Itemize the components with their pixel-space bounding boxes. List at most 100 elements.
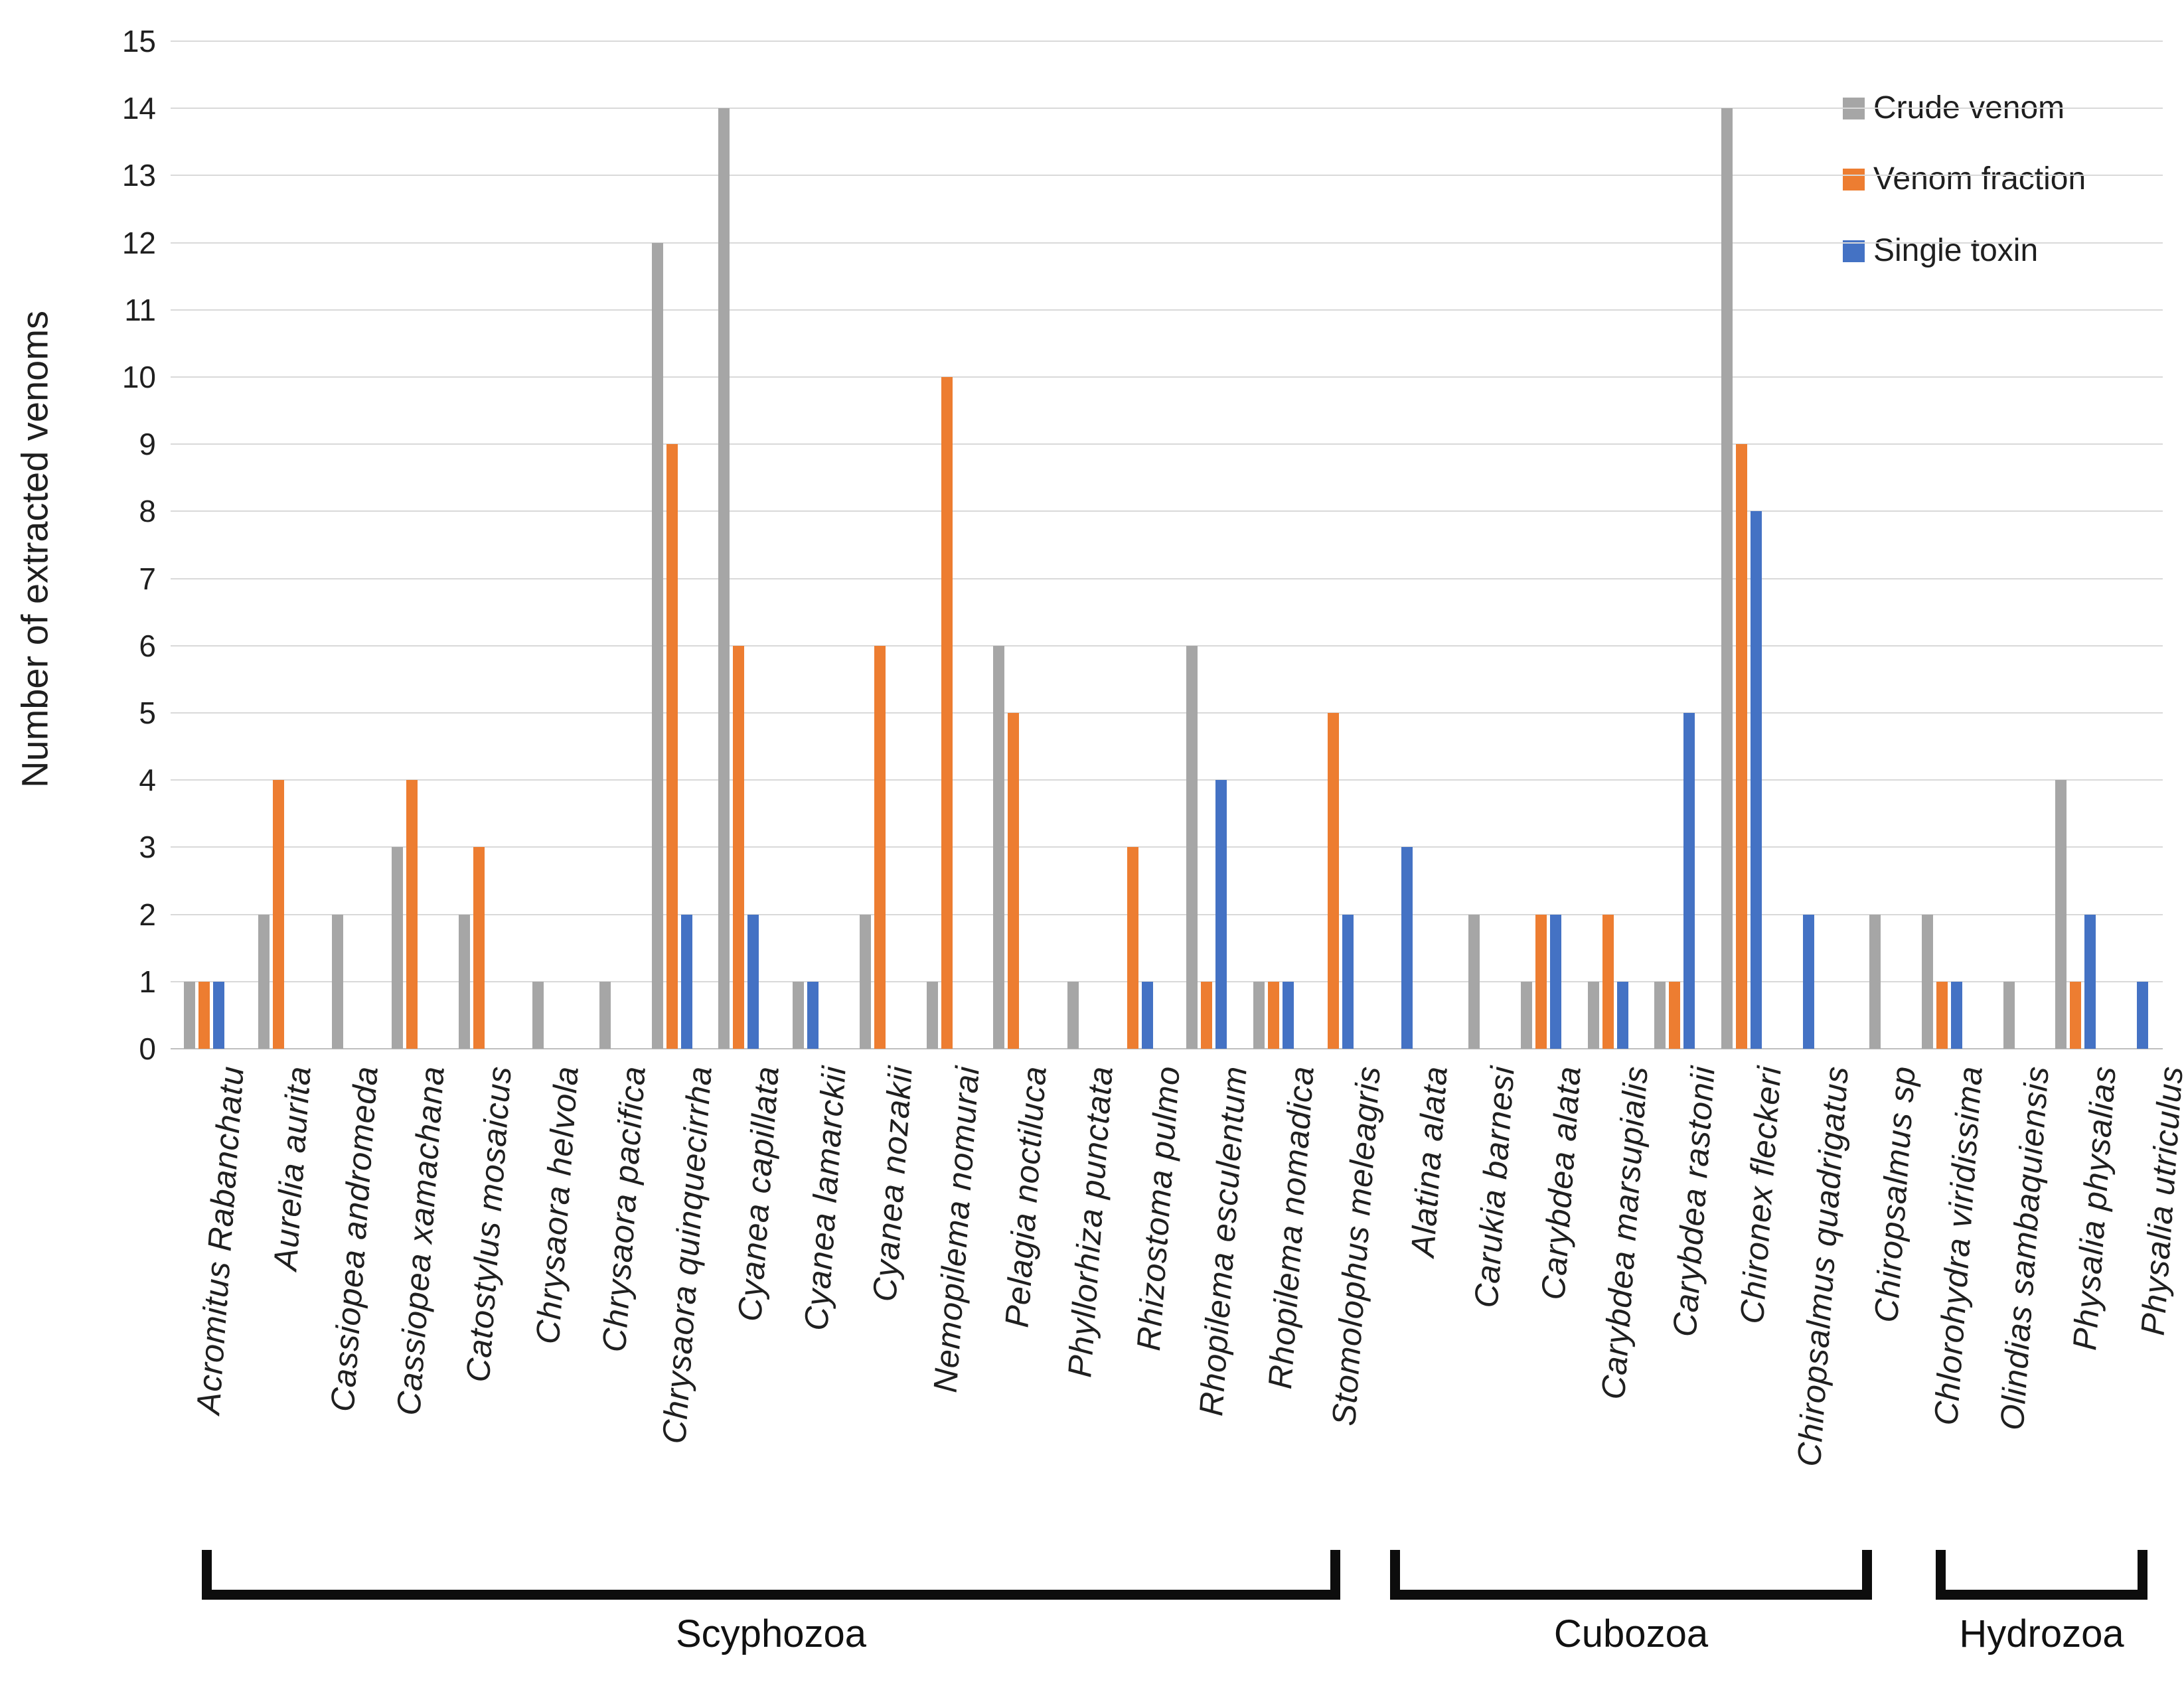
bar-crude-venom[interactable] xyxy=(859,914,871,1049)
bar-crude-venom[interactable] xyxy=(2055,780,2067,1049)
gridline-y-1 xyxy=(171,980,2163,982)
gridline-y-9 xyxy=(171,443,2163,445)
bar-single-toxin[interactable] xyxy=(1683,713,1695,1049)
bar-crude-venom[interactable] xyxy=(926,981,938,1049)
bar-venom-fraction[interactable] xyxy=(941,377,953,1049)
bar-crude-venom[interactable] xyxy=(1869,914,1881,1049)
y-tick-label-10: 10 xyxy=(121,360,156,394)
x-label-species: Phyllorhiza punctata xyxy=(1061,1064,1121,1379)
x-label-species: Olindias sambaquiensis xyxy=(1993,1064,2057,1432)
x-label-species: Carybdea alata xyxy=(1534,1064,1589,1302)
bar-single-toxin[interactable] xyxy=(2137,981,2149,1049)
bar-venom-fraction[interactable] xyxy=(1327,713,1339,1049)
gridline-y-5 xyxy=(171,712,2163,714)
bar-single-toxin[interactable] xyxy=(807,981,819,1049)
y-tick-label-0: 0 xyxy=(139,1032,156,1066)
bar-crude-venom[interactable] xyxy=(793,981,805,1049)
bar-venom-fraction[interactable] xyxy=(1669,981,1681,1049)
bar-crude-venom[interactable] xyxy=(718,108,730,1049)
bar-single-toxin[interactable] xyxy=(1750,511,1762,1049)
bar-venom-fraction[interactable] xyxy=(1127,847,1138,1049)
x-label-species: Physalia physalias xyxy=(2065,1064,2123,1352)
bar-venom-fraction[interactable] xyxy=(198,981,210,1049)
bar-crude-venom[interactable] xyxy=(1654,981,1666,1049)
bar-venom-fraction[interactable] xyxy=(1602,914,1614,1049)
bar-crude-venom[interactable] xyxy=(458,914,470,1049)
gridline-y-4 xyxy=(171,779,2163,781)
bar-crude-venom[interactable] xyxy=(1520,981,1532,1049)
bar-single-toxin[interactable] xyxy=(1141,981,1153,1049)
x-label-species: Chironex fleckeri xyxy=(1733,1064,1789,1326)
x-label-species: Chiropsalmus sp xyxy=(1867,1064,1922,1324)
bar-single-toxin[interactable] xyxy=(1549,914,1561,1049)
bar-crude-venom[interactable] xyxy=(391,847,403,1049)
bar-venom-fraction[interactable] xyxy=(272,780,284,1049)
bar-crude-venom[interactable] xyxy=(1587,981,1599,1049)
bar-crude-venom[interactable] xyxy=(1721,108,1733,1049)
bar-single-toxin[interactable] xyxy=(1401,847,1413,1049)
bar-crude-venom[interactable] xyxy=(599,981,611,1049)
bar-crude-venom[interactable] xyxy=(332,914,344,1049)
bar-single-toxin[interactable] xyxy=(680,914,692,1049)
gridline-y-0 xyxy=(171,1048,2163,1049)
bar-venom-fraction[interactable] xyxy=(1535,914,1547,1049)
bar-crude-venom[interactable] xyxy=(1253,981,1265,1049)
y-tick-label-3: 3 xyxy=(139,830,156,865)
bar-venom-fraction[interactable] xyxy=(1735,444,1747,1049)
x-label-species: Alatina alata xyxy=(1403,1064,1454,1259)
bar-single-toxin[interactable] xyxy=(2084,914,2096,1049)
bar-venom-fraction[interactable] xyxy=(1008,713,1020,1049)
x-label-species: Cyanea capillata xyxy=(731,1064,786,1323)
y-tick-label-13: 13 xyxy=(121,158,156,193)
gridline-y-15 xyxy=(171,40,2163,42)
bar-venom-fraction[interactable] xyxy=(733,645,745,1049)
bar-crude-venom[interactable] xyxy=(532,981,544,1049)
y-tick-label-11: 11 xyxy=(124,292,156,327)
y-tick-label-1: 1 xyxy=(139,964,156,999)
x-label-species: Carybdea rastonii xyxy=(1666,1064,1722,1338)
bar-crude-venom[interactable] xyxy=(1468,914,1480,1049)
x-label-species: Chrysaora pacifica xyxy=(595,1064,653,1353)
gridline-y-12 xyxy=(171,242,2163,244)
bar-venom-fraction[interactable] xyxy=(2070,981,2082,1049)
gridline-y-2 xyxy=(171,913,2163,915)
x-label-species: Aurelia aurita xyxy=(266,1064,318,1272)
bar-single-toxin[interactable] xyxy=(1951,981,1963,1049)
bar-single-toxin[interactable] xyxy=(747,914,759,1049)
x-label-species: Chrysaora quinquecirrha xyxy=(655,1064,720,1445)
y-tick-label-6: 6 xyxy=(139,628,156,663)
bar-venom-fraction[interactable] xyxy=(406,780,418,1049)
x-label-species: Catostylus mosaicus xyxy=(459,1064,519,1384)
bar-venom-fraction[interactable] xyxy=(874,645,886,1049)
x-label-species: Carybdea marsupialis xyxy=(1594,1064,1655,1401)
bar-crude-venom[interactable] xyxy=(1067,981,1079,1049)
bar-venom-fraction[interactable] xyxy=(473,847,485,1049)
bar-crude-venom[interactable] xyxy=(993,645,1005,1049)
bar-crude-venom[interactable] xyxy=(2003,981,2015,1049)
bar-single-toxin[interactable] xyxy=(1802,914,1814,1049)
gridline-y-13 xyxy=(171,175,2163,177)
gridline-y-8 xyxy=(171,510,2163,512)
x-label-species: Chlorohydra viridissima xyxy=(1926,1064,1989,1427)
bar-single-toxin[interactable] xyxy=(1283,981,1294,1049)
bar-venom-fraction[interactable] xyxy=(1268,981,1280,1049)
bar-single-toxin[interactable] xyxy=(1215,780,1227,1049)
bar-venom-fraction[interactable] xyxy=(1936,981,1948,1049)
x-label-species: Acromitus Rabanchatu xyxy=(189,1064,252,1416)
group-bracket-scyphozoa xyxy=(202,1550,1340,1600)
bar-crude-venom[interactable] xyxy=(1186,645,1198,1049)
bar-crude-venom[interactable] xyxy=(1922,914,1934,1049)
bar-crude-venom[interactable] xyxy=(651,242,663,1049)
bar-single-toxin[interactable] xyxy=(1616,981,1628,1049)
bar-crude-venom[interactable] xyxy=(183,981,195,1049)
group-bracket-cubozoa xyxy=(1390,1550,1872,1600)
y-tick-label-12: 12 xyxy=(121,225,156,260)
x-label-species: Cassiopea xamachana xyxy=(390,1064,452,1417)
bar-single-toxin[interactable] xyxy=(1342,914,1354,1049)
bar-venom-fraction[interactable] xyxy=(1201,981,1213,1049)
bar-crude-venom[interactable] xyxy=(258,914,270,1049)
bar-venom-fraction[interactable] xyxy=(666,444,678,1049)
bar-single-toxin[interactable] xyxy=(212,981,224,1049)
group-label-scyphozoa: Scyphozoa xyxy=(676,1612,866,1655)
